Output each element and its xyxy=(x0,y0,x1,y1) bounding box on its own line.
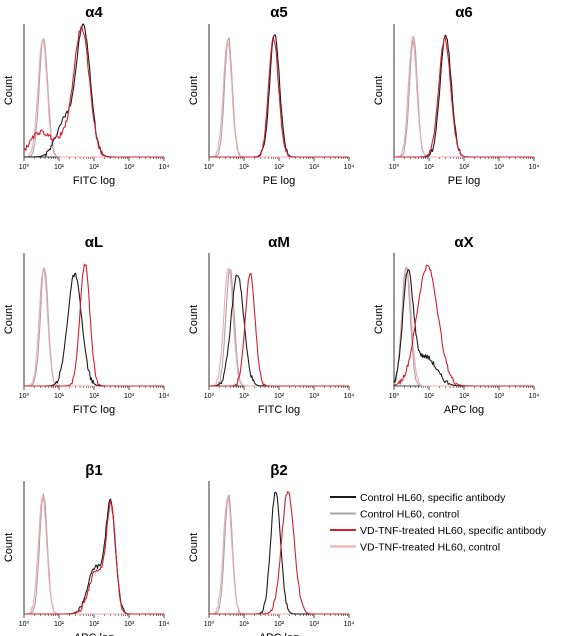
panel-title: α5 xyxy=(270,4,288,21)
x-tick-label: 10⁰ xyxy=(389,163,400,171)
x-tick-label: 10² xyxy=(89,164,100,171)
histogram-panel-αm: αM Count 10⁰ 10¹ 10² 10³ 10⁴ FITC log xyxy=(188,234,354,416)
histogram-panel-αx: αX Count 10⁰ 10¹ 10² 10³ 10⁴ APC log xyxy=(373,234,539,416)
x-axis-label: APC log xyxy=(74,632,114,636)
histogram-panel-α5: α5 Count 10⁰ 10¹ 10² 10³ 10⁴ PE log xyxy=(188,4,354,187)
legend-label: Control HL60, specific antibody xyxy=(360,492,506,504)
panel-title: β1 xyxy=(85,462,103,479)
x-tick-label: 10³ xyxy=(309,164,320,171)
x-tick-label: 10⁴ xyxy=(529,164,540,171)
x-tick-label: 10⁴ xyxy=(159,393,170,400)
x-tick-label: 10⁴ xyxy=(344,621,355,628)
x-tick-label: 10⁴ xyxy=(344,164,355,171)
x-tick-label: 10³ xyxy=(309,621,320,628)
x-axis-label: APC log xyxy=(259,632,299,636)
legend-item: Control HL60, control xyxy=(330,508,459,520)
x-tick-label: 10¹ xyxy=(424,393,435,400)
histogram-curve-control-hl60-specific-antibody xyxy=(24,272,164,387)
histogram-panels: α4 Count 10⁰ 10¹ 10² 10³ 10⁴ FITC log α5 Count 10⁰… xyxy=(3,4,539,636)
histogram-curve-vd-tnf-treated-hl60-control xyxy=(23,267,164,387)
x-tick-label: 10² xyxy=(459,164,470,171)
histogram-panel-β2: β2 Count 10⁰ 10¹ 10² 10³ 10⁴ APC log xyxy=(188,462,354,636)
x-tick-label: 10² xyxy=(89,393,100,400)
histogram-curve-vd-tnf-treated-hl60-specific-antibody xyxy=(394,36,534,158)
x-tick-label: 10¹ xyxy=(239,393,250,400)
histogram-panel-αl: αL Count 10⁰ 10¹ 10² 10³ 10⁴ FITC log xyxy=(3,234,169,416)
histogram-curve-vd-tnf-treated-hl60-control xyxy=(393,37,534,158)
x-tick-label: 10³ xyxy=(124,621,135,628)
x-tick-label: 10² xyxy=(459,393,470,400)
histogram-panel-α4: α4 Count 10⁰ 10¹ 10² 10³ 10⁴ FITC log xyxy=(3,4,169,187)
y-axis-label: Count xyxy=(373,76,385,105)
y-axis-label: Count xyxy=(188,305,200,334)
histogram-curve-vd-tnf-treated-hl60-specific-antibody xyxy=(209,36,349,158)
legend-label: VD-TNF-treated HL60, specific antibody xyxy=(360,525,547,537)
histogram-curve-vd-tnf-treated-hl60-specific-antibody xyxy=(393,264,534,387)
x-tick-label: 10⁰ xyxy=(19,163,30,171)
histogram-curve-vd-tnf-treated-hl60-specific-antibody xyxy=(209,490,349,615)
x-axis-label: FITC log xyxy=(73,175,115,187)
x-axis-label: FITC log xyxy=(73,404,115,416)
y-axis-label: Count xyxy=(3,533,15,562)
histogram-curve-vd-tnf-treated-hl60-control xyxy=(23,495,164,615)
x-tick-label: 10² xyxy=(274,621,285,628)
histogram-curve-vd-tnf-treated-hl60-specific-antibody xyxy=(24,263,164,387)
x-tick-label: 10⁴ xyxy=(159,164,170,171)
x-tick-label: 10¹ xyxy=(54,164,65,171)
x-tick-label: 10¹ xyxy=(239,621,250,628)
x-tick-label: 10⁰ xyxy=(19,620,30,628)
x-axis-label: FITC log xyxy=(258,404,300,416)
x-tick-label: 10³ xyxy=(494,393,505,400)
legend: Control HL60, specific antibody Control H… xyxy=(330,492,547,553)
panel-title: α4 xyxy=(85,4,103,21)
histogram-curve-vd-tnf-treated-hl60-specific-antibody xyxy=(24,499,164,615)
x-tick-label: 10³ xyxy=(494,164,505,171)
histogram-curve-vd-tnf-treated-hl60-control xyxy=(23,38,164,158)
panel-title: β2 xyxy=(270,462,288,479)
x-tick-label: 10⁴ xyxy=(159,621,170,628)
panel-title: αL xyxy=(85,234,103,251)
legend-item: VD-TNF-treated HL60, specific antibody xyxy=(330,525,547,537)
panel-title: αM xyxy=(268,234,290,251)
x-tick-label: 10¹ xyxy=(54,393,65,400)
histogram-curve-control-hl60-control xyxy=(24,267,164,387)
x-tick-label: 10² xyxy=(89,621,100,628)
x-tick-label: 10¹ xyxy=(54,621,65,628)
panel-title: αX xyxy=(454,234,473,251)
x-tick-label: 10³ xyxy=(309,393,320,400)
y-axis-label: Count xyxy=(3,76,15,105)
x-tick-label: 10² xyxy=(274,393,285,400)
x-tick-label: 10³ xyxy=(124,393,135,400)
x-tick-label: 10⁴ xyxy=(344,393,355,400)
x-tick-label: 10² xyxy=(274,164,285,171)
x-axis-label: APC log xyxy=(444,404,484,416)
x-tick-label: 10¹ xyxy=(424,164,435,171)
histogram-curve-vd-tnf-treated-hl60-specific-antibody xyxy=(23,25,164,158)
x-axis-label: PE log xyxy=(263,175,295,187)
histogram-panel-β1: β1 Count 10⁰ 10¹ 10² 10³ 10⁴ APC log xyxy=(3,462,169,636)
y-axis-label: Count xyxy=(373,305,385,334)
legend-label: Control HL60, control xyxy=(360,508,459,520)
x-tick-label: 10⁰ xyxy=(204,392,215,400)
y-axis-label: Count xyxy=(188,76,200,105)
panel-title: α6 xyxy=(455,4,473,21)
y-axis-label: Count xyxy=(3,305,15,334)
histogram-curve-control-hl60-specific-antibody xyxy=(208,274,349,387)
x-tick-label: 10⁰ xyxy=(389,392,400,400)
histogram-curve-vd-tnf-treated-hl60-specific-antibody xyxy=(209,272,349,387)
x-tick-label: 10⁴ xyxy=(529,393,540,400)
x-tick-label: 10⁰ xyxy=(19,392,30,400)
legend-item: Control HL60, specific antibody xyxy=(330,492,506,504)
legend-label: VD-TNF-treated HL60, control xyxy=(360,541,500,553)
x-tick-label: 10³ xyxy=(124,164,135,171)
x-tick-label: 10¹ xyxy=(239,164,250,171)
y-axis-label: Count xyxy=(188,533,200,562)
histogram-panel-α6: α6 Count 10⁰ 10¹ 10² 10³ 10⁴ PE log xyxy=(373,4,539,187)
x-axis-label: PE log xyxy=(448,175,480,187)
x-tick-label: 10⁰ xyxy=(204,163,215,171)
x-tick-label: 10⁰ xyxy=(204,620,215,628)
legend-item: VD-TNF-treated HL60, control xyxy=(330,541,500,553)
